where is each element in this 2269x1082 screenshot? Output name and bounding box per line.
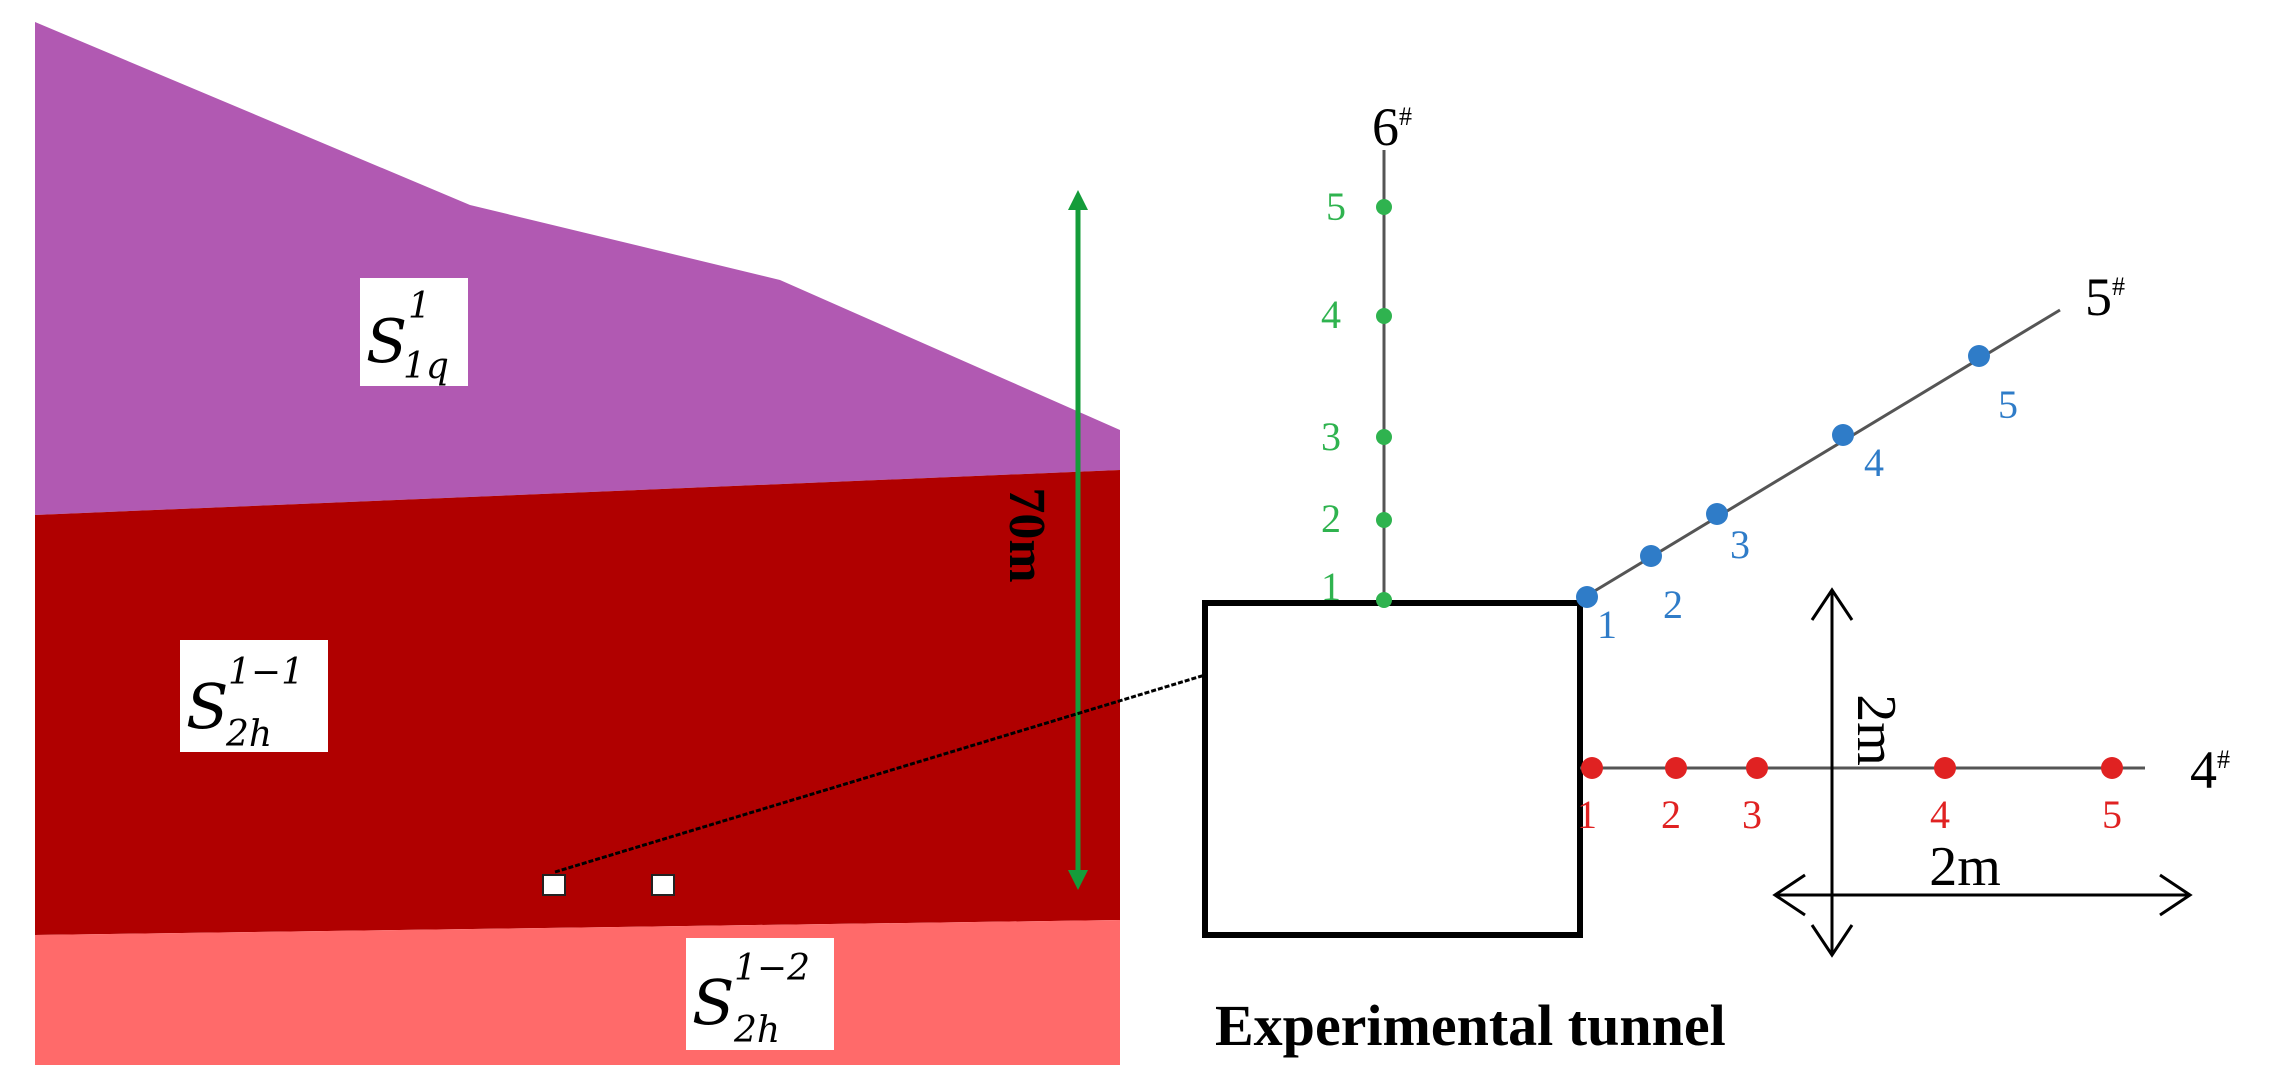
stratum-label-bottom: S 1−2 2h bbox=[692, 948, 815, 1051]
borehole-4-label: 4# bbox=[2190, 740, 2230, 800]
tunnel-marker-right bbox=[651, 874, 675, 896]
borehole-5-point-2 bbox=[1640, 545, 1662, 567]
borehole-6-point-4 bbox=[1376, 308, 1392, 324]
height-label: 70m bbox=[998, 487, 1055, 582]
borehole-4-point-label-1: 1 bbox=[1577, 792, 1597, 837]
borehole-5-point-5 bbox=[1968, 345, 1990, 367]
stratum-bottom-layer bbox=[35, 920, 1120, 1065]
borehole-6-point-2 bbox=[1376, 512, 1392, 528]
stratum-top-layer bbox=[35, 22, 1120, 515]
borehole-6-point-label-5: 5 bbox=[1326, 184, 1346, 229]
scale-indicator bbox=[1772, 587, 2193, 958]
borehole-4-point-label-3: 3 bbox=[1742, 792, 1762, 837]
borehole-5-point-3 bbox=[1706, 503, 1728, 525]
borehole-6-point-5 bbox=[1376, 199, 1392, 215]
borehole-4-point-label-5: 5 bbox=[2102, 792, 2122, 837]
scale-horizontal-arrowhead-right bbox=[2159, 873, 2193, 917]
borehole-4-point-5 bbox=[2101, 757, 2123, 779]
diagram-caption: Experimental tunnel bbox=[1215, 993, 1726, 1058]
borehole-5-point-label-5: 5 bbox=[1998, 382, 2018, 427]
borehole-4-point-label-4: 4 bbox=[1930, 792, 1950, 837]
borehole-5-point-label-4: 4 bbox=[1864, 440, 1884, 485]
detail-leader-line bbox=[554, 673, 1206, 874]
stratum-label-middle: S 1−1 2h bbox=[186, 652, 309, 755]
borehole-6-label: 6# bbox=[1372, 97, 1412, 157]
experimental-tunnel-box bbox=[1202, 600, 1583, 938]
stratum-label-top-box bbox=[360, 278, 468, 386]
scale-vertical-arrowhead-bottom bbox=[1810, 924, 1854, 958]
borehole-6: 6# 1 2 3 4 5 bbox=[1321, 97, 1412, 609]
borehole-6-point-label-4: 4 bbox=[1321, 292, 1341, 337]
stratum-label-top: S 1 1q bbox=[366, 286, 449, 387]
borehole-6-point-label-2: 2 bbox=[1321, 496, 1341, 541]
borehole-5-point-4 bbox=[1832, 424, 1854, 446]
geological-section: S 1 1q S 1−1 2h S 1−2 2h 70m bbox=[35, 22, 1120, 1065]
borehole-6-point-label-1: 1 bbox=[1321, 564, 1341, 609]
stratum-label-middle-box bbox=[180, 640, 328, 752]
stratum-label-bottom-box bbox=[686, 938, 834, 1050]
borehole-6-point-3 bbox=[1376, 429, 1392, 445]
scale-horizontal-label: 2m bbox=[1929, 836, 2001, 898]
svg-text:1 2 3: 1 2 3 4 5 bbox=[1597, 382, 2018, 647]
stratum-middle-layer bbox=[35, 470, 1120, 935]
borehole-5-point-label-1: 1 bbox=[1597, 602, 1617, 647]
borehole-4-point-4 bbox=[1934, 757, 1956, 779]
svg-text:1 2 3: 1 2 3 4 5 bbox=[1321, 184, 1351, 609]
borehole-5: 5# 1 2 3 4 5 bbox=[1576, 267, 2125, 647]
scale-horizontal-arrowhead-left bbox=[1772, 873, 1806, 917]
borehole-4-point-3 bbox=[1746, 757, 1768, 779]
borehole-4: 4# 1 2 3 4 5 bbox=[1577, 740, 2230, 837]
borehole-5-point-label-2: 2 bbox=[1663, 582, 1683, 627]
borehole-4-point-1 bbox=[1581, 757, 1603, 779]
svg-text:1 2 3: 1 2 3 4 5 bbox=[1577, 792, 2122, 837]
borehole-6-point-label-3: 3 bbox=[1321, 414, 1341, 459]
tunnel-detail: 6# 1 2 3 4 5 5# bbox=[1202, 97, 2230, 1058]
scale-vertical-arrowhead-top bbox=[1810, 587, 1854, 621]
borehole-4-point-2 bbox=[1665, 757, 1687, 779]
scale-vertical-label: 2m bbox=[1845, 694, 1907, 766]
borehole-6-point-1 bbox=[1376, 592, 1392, 608]
borehole-4-point-label-2: 2 bbox=[1661, 792, 1681, 837]
borehole-5-point-1 bbox=[1576, 586, 1598, 608]
tunnel-marker-left bbox=[542, 874, 566, 896]
borehole-5-point-label-3: 3 bbox=[1730, 522, 1750, 567]
borehole-5-label: 5# bbox=[2085, 267, 2125, 327]
